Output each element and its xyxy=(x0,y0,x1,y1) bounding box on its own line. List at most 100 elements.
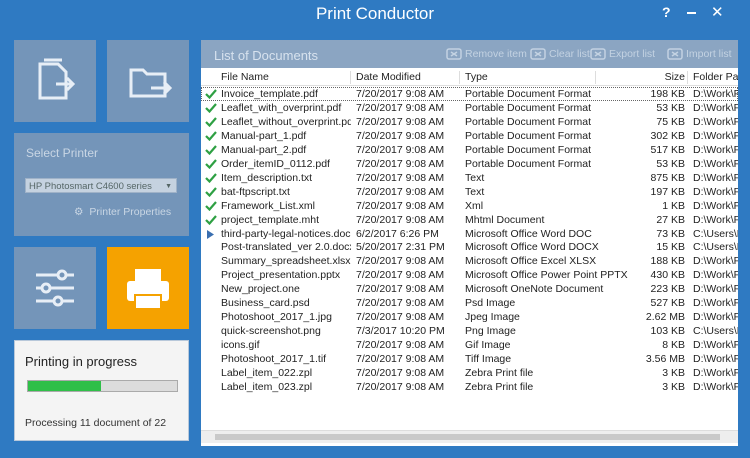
file-size: 3.56 MB xyxy=(645,353,685,366)
table-row[interactable]: Label_item_023.zpl 7/20/2017 9:08 AM Zebra… xyxy=(201,380,738,394)
table-row[interactable]: Item_description.txt 7/20/2017 9:08 AM Tex… xyxy=(201,171,738,185)
file-name: Manual-part_2.pdf xyxy=(221,143,307,156)
file-type: Portable Document Format xyxy=(465,143,592,156)
file-name: Leaflet_with_overprint.pdf xyxy=(221,101,342,114)
date-modified: 7/20/2017 9:08 AM xyxy=(356,143,445,156)
file-type: Portable Document Format xyxy=(465,101,592,114)
table-row[interactable]: third-party-legal-notices.doc 6/2/2017 6:… xyxy=(201,227,738,241)
add-files-tile[interactable] xyxy=(14,40,96,122)
file-type: Mhtml Document xyxy=(465,213,545,226)
add-files-icon xyxy=(38,58,76,100)
file-type: Microsoft Office Power Point PPTX xyxy=(465,269,628,282)
folder-path: D:\Work\F xyxy=(693,311,738,324)
file-size: 53 KB xyxy=(656,157,685,170)
column-header[interactable]: Folder Path xyxy=(693,71,738,83)
close-button[interactable]: ✕ xyxy=(711,4,724,21)
file-size: 302 KB xyxy=(650,129,685,142)
table-row[interactable]: Label_item_022.zpl 7/20/2017 9:08 AM Zebra… xyxy=(201,366,738,380)
date-modified: 7/20/2017 9:08 AM xyxy=(356,283,445,296)
table-row[interactable]: Framework_List.xml 7/20/2017 9:08 AM Xml 1 … xyxy=(201,199,738,213)
date-modified: 7/20/2017 9:08 AM xyxy=(356,367,445,379)
file-name: project_template.mht xyxy=(221,213,320,226)
done-icon xyxy=(205,145,217,155)
settings-tile[interactable] xyxy=(14,247,96,329)
date-modified: 7/20/2017 9:08 AM xyxy=(356,380,445,393)
table-row[interactable]: New_project.one 7/20/2017 9:08 AM Microsof… xyxy=(201,282,738,296)
add-folder-tile[interactable] xyxy=(107,40,189,122)
file-name: Manual-part_1.pdf xyxy=(221,129,307,142)
done-icon xyxy=(205,172,217,183)
table-row[interactable]: Leaflet_without_overprint.pdf 7/20/2017 9… xyxy=(201,115,738,129)
done-icon xyxy=(205,159,217,169)
date-modified: 5/20/2017 2:31 PM xyxy=(356,241,445,254)
table-row[interactable]: Post-translated_ver 2.0.docx 5/20/2017 2:… xyxy=(201,240,738,254)
printer-properties-label: Printer Properties xyxy=(89,206,172,218)
table-row[interactable]: Photoshoot_2017_1.tif 7/20/2017 9:08 AM Ti… xyxy=(201,352,738,366)
file-size: 1 KB xyxy=(662,199,685,212)
file-size: 198 KB xyxy=(650,88,685,100)
folder-path: D:\Work\F xyxy=(693,380,738,393)
table-row[interactable]: Order_itemID_0112.pdf 7/20/2017 9:08 AM Po… xyxy=(201,157,738,171)
table-row[interactable]: Manual-part_2.pdf 7/20/2017 9:08 AM Portab… xyxy=(201,143,738,157)
file-size: 197 KB xyxy=(650,185,685,198)
file-name: Order_itemID_0112.pdf xyxy=(221,157,330,170)
file-size: 527 KB xyxy=(650,297,685,310)
table-row[interactable]: icons.gif 7/20/2017 9:08 AM Gif Image 8 KB D… xyxy=(201,338,738,352)
file-name: icons.gif xyxy=(221,339,260,352)
table-row[interactable]: Manual-part_1.pdf 7/20/2017 9:08 AM Portab… xyxy=(201,129,738,143)
table-row[interactable]: Leaflet_with_overprint.pdf 7/20/2017 9:08… xyxy=(201,101,738,115)
table-row[interactable]: Summary_spreadsheet.xlsx 7/20/2017 9:08 A… xyxy=(201,254,738,268)
file-size: 430 KB xyxy=(650,269,685,282)
date-modified: 7/20/2017 9:08 AM xyxy=(356,213,445,226)
date-modified: 7/20/2017 9:08 AM xyxy=(356,157,445,170)
list-toolbar xyxy=(201,40,738,68)
printer-properties-button[interactable]: ⚙ Printer Properties xyxy=(74,206,172,218)
folder-path: C:\Users\L xyxy=(693,227,738,240)
file-type: Portable Document Format xyxy=(465,129,592,142)
horizontal-scrollbar[interactable] xyxy=(201,430,738,443)
table-row[interactable]: quick-screenshot.png 7/3/2017 10:20 PM Png… xyxy=(201,324,738,338)
toolbar-button-label: Remove item xyxy=(465,48,527,60)
minimize-button[interactable] xyxy=(687,12,696,14)
table-row[interactable]: bat-ftpscript.txt 7/20/2017 9:08 AM Text 19… xyxy=(201,185,738,199)
toolbar-button-label: Export list xyxy=(609,48,656,60)
folder-path: D:\Work\F xyxy=(693,339,738,352)
folder-path: D:\Work\F xyxy=(693,101,738,114)
table-row[interactable]: Business_card.psd 7/20/2017 9:08 AM Psd Im… xyxy=(201,296,738,310)
table-row[interactable]: Photoshoot_2017_1.jpg 7/20/2017 9:08 AM Jp… xyxy=(201,310,738,324)
file-name: Photoshoot_2017_1.tif xyxy=(221,353,327,366)
column-header[interactable]: Date Modified xyxy=(356,71,421,83)
file-type: Jpeg Image xyxy=(465,311,520,324)
toolbar-button[interactable]: Export list xyxy=(590,48,655,60)
date-modified: 7/20/2017 9:08 AM xyxy=(356,129,445,142)
folder-path: D:\Work\F xyxy=(693,199,738,212)
file-type: Png Image xyxy=(465,325,516,338)
file-name: Business_card.psd xyxy=(221,297,310,310)
table-row[interactable]: Project_presentation.pptx 7/20/2017 9:08 … xyxy=(201,268,738,282)
toolbar-button[interactable]: Clear list xyxy=(530,48,590,60)
file-size: 223 KB xyxy=(650,283,685,296)
file-type: Portable Document Format xyxy=(465,115,592,128)
file-size: 517 KB xyxy=(650,143,685,156)
folder-path: C:\Users\L xyxy=(693,241,738,254)
file-size: 875 KB xyxy=(650,171,685,184)
toolbar-button[interactable]: Import list xyxy=(667,48,732,60)
print-tile[interactable] xyxy=(107,247,189,329)
column-header[interactable]: Type xyxy=(465,71,488,83)
help-button[interactable]: ? xyxy=(662,4,671,20)
printer-dropdown[interactable]: HP Photosmart C4600 series ▼ xyxy=(25,178,177,193)
file-name: Leaflet_without_overprint.pdf xyxy=(221,115,351,128)
file-type: Zebra Print file xyxy=(465,367,534,379)
folder-path: D:\Work\F xyxy=(693,283,738,296)
toolbar-button[interactable]: Remove item xyxy=(446,48,527,60)
file-name: Photoshoot_2017_1.jpg xyxy=(221,311,332,324)
table-row[interactable]: project_template.mht 7/20/2017 9:08 AM Mht… xyxy=(201,213,738,227)
print-icon xyxy=(127,269,169,310)
file-type: Microsoft OneNote Document xyxy=(465,283,604,296)
column-header[interactable]: File Name xyxy=(221,71,269,83)
column-header[interactable]: Size xyxy=(664,71,685,83)
table-row[interactable]: Invoice_template.pdf 7/20/2017 9:08 AM Por… xyxy=(201,87,738,101)
file-type: Gif Image xyxy=(465,339,511,352)
toolbar-button-label: Clear list xyxy=(549,48,590,60)
